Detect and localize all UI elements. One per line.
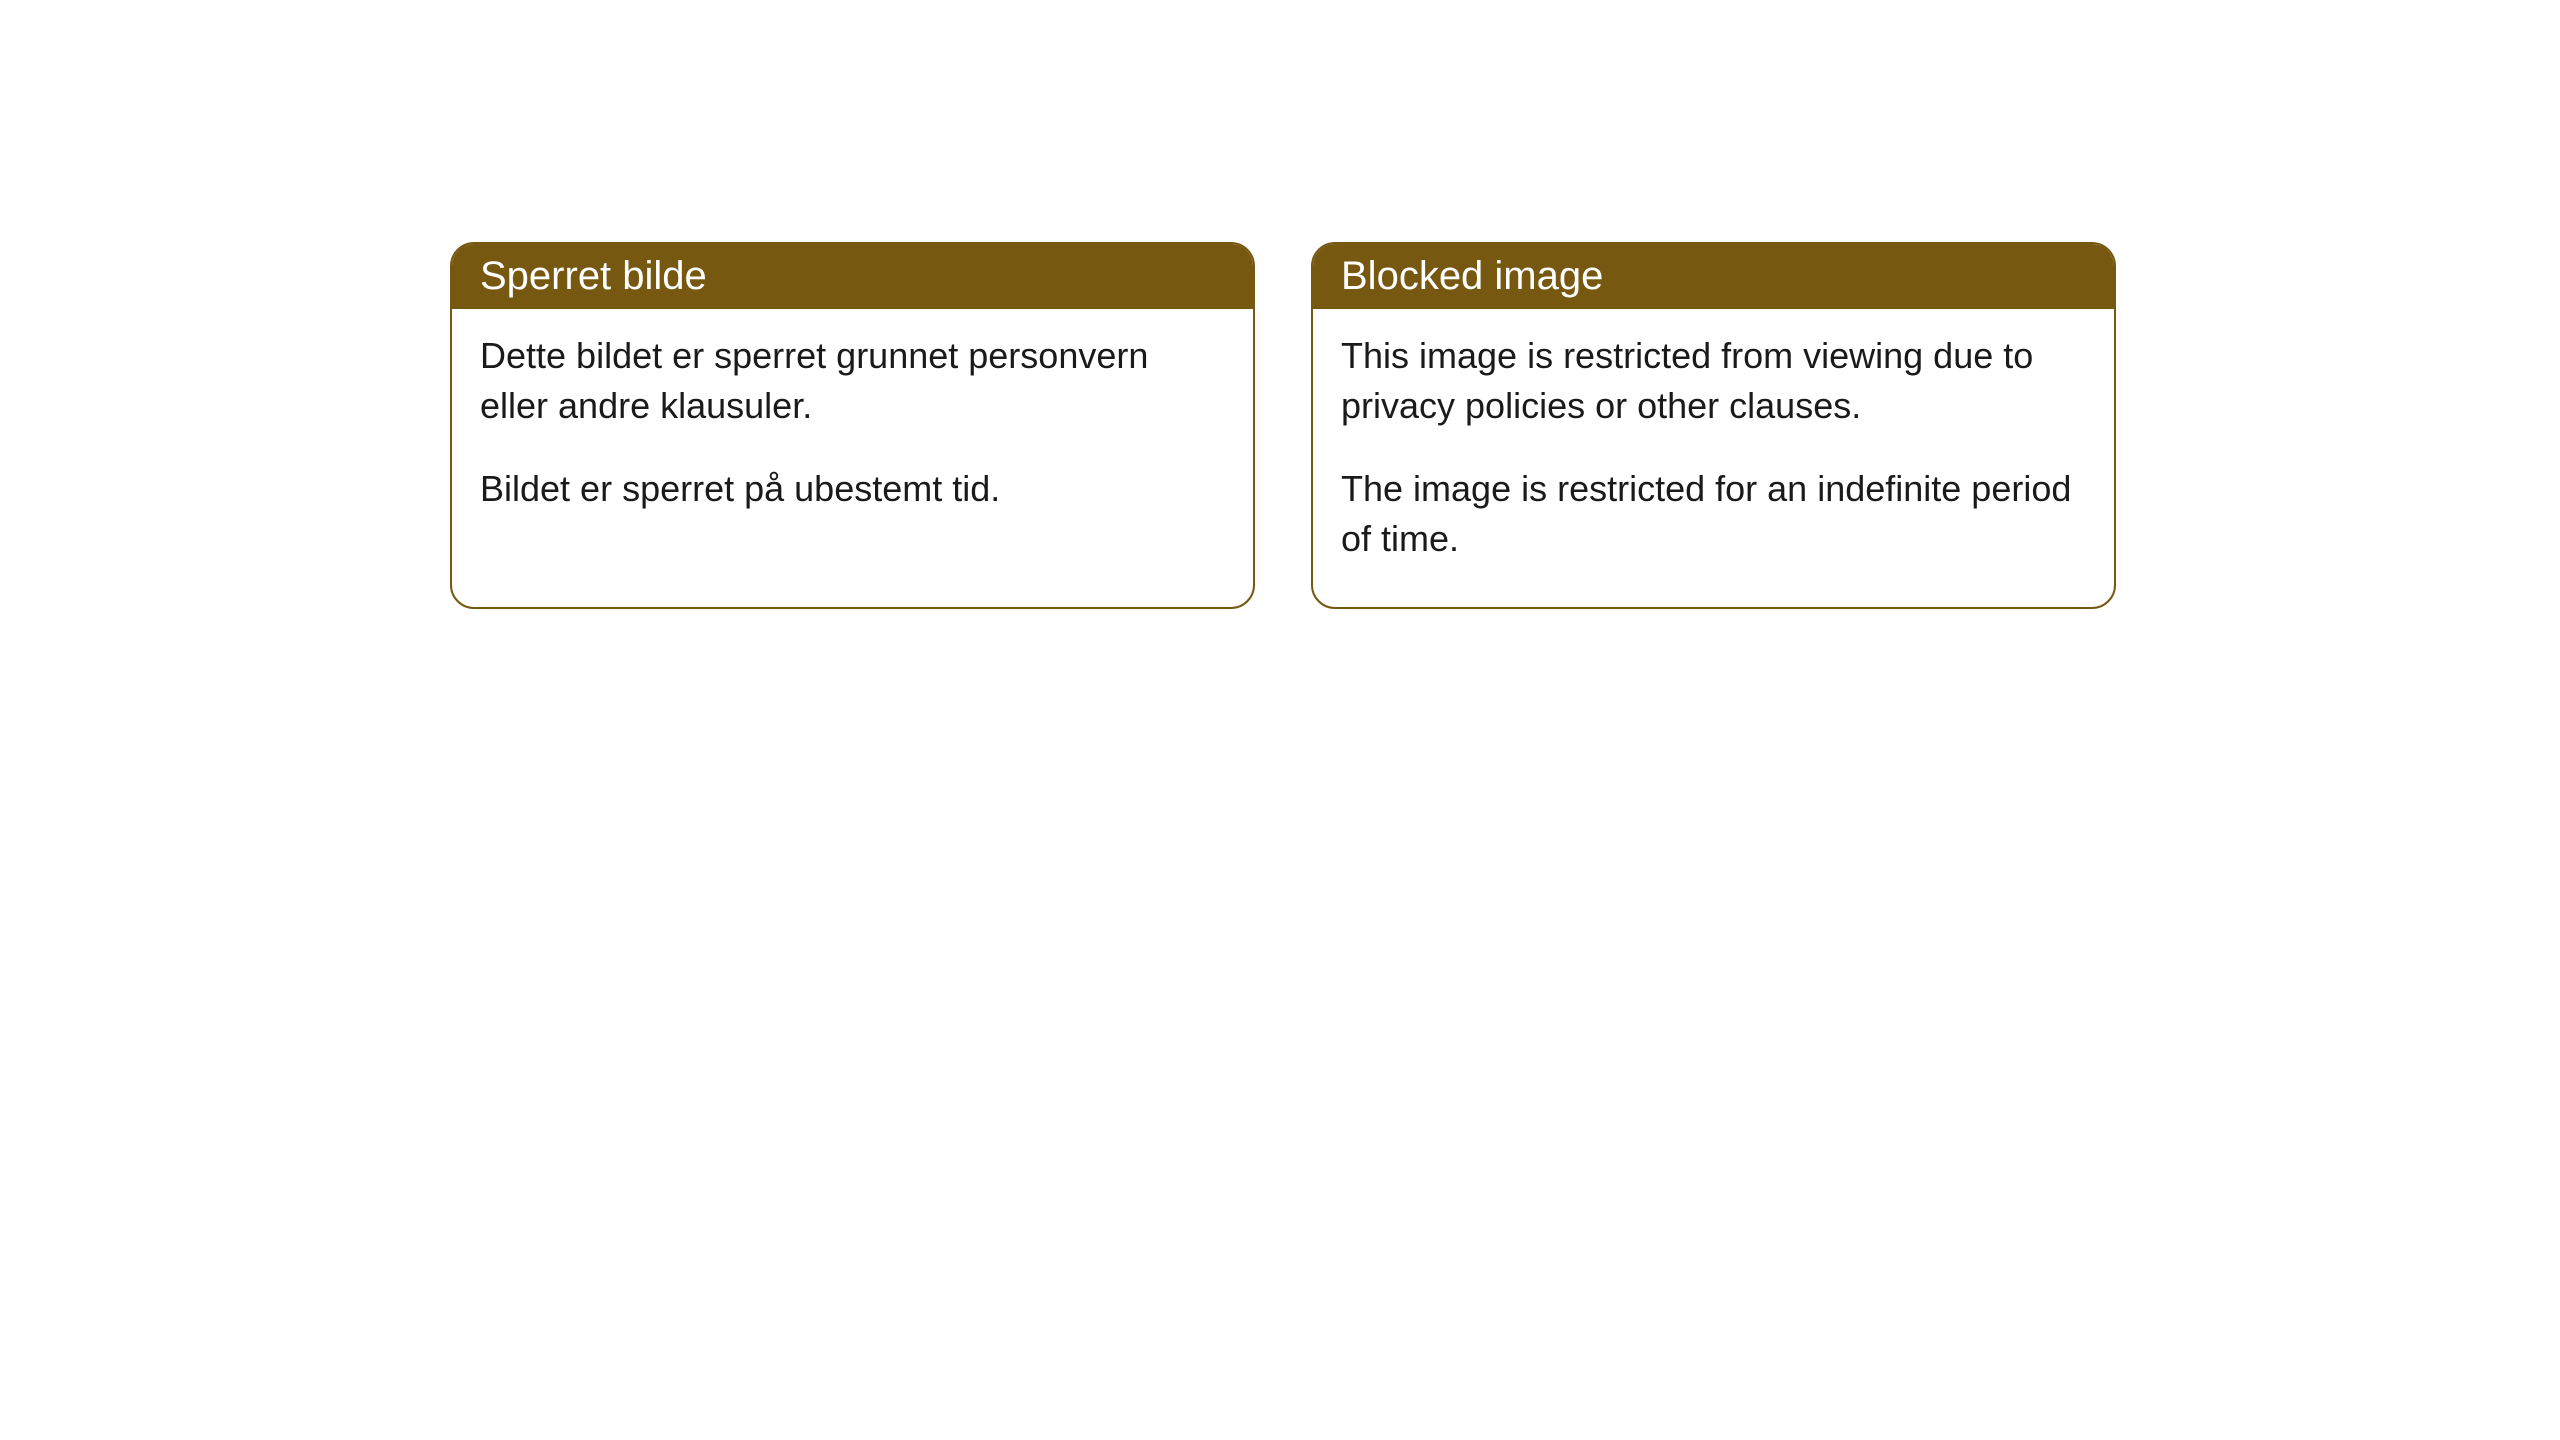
card-body-norwegian: Dette bildet er sperret grunnet personve… [452, 309, 1253, 556]
card-body-english: This image is restricted from viewing du… [1313, 309, 2114, 607]
cards-container: Sperret bilde Dette bildet er sperret gr… [0, 0, 2560, 609]
card-norwegian: Sperret bilde Dette bildet er sperret gr… [450, 242, 1255, 609]
card-title-english: Blocked image [1341, 254, 1603, 298]
card-paragraph-2-english: The image is restricted for an indefinit… [1341, 464, 2086, 565]
card-paragraph-1-norwegian: Dette bildet er sperret grunnet personve… [480, 331, 1225, 432]
card-paragraph-2-norwegian: Bildet er sperret på ubestemt tid. [480, 464, 1225, 514]
card-english: Blocked image This image is restricted f… [1311, 242, 2116, 609]
card-header-english: Blocked image [1313, 244, 2114, 309]
card-header-norwegian: Sperret bilde [452, 244, 1253, 309]
card-paragraph-1-english: This image is restricted from viewing du… [1341, 331, 2086, 432]
card-title-norwegian: Sperret bilde [480, 254, 707, 298]
